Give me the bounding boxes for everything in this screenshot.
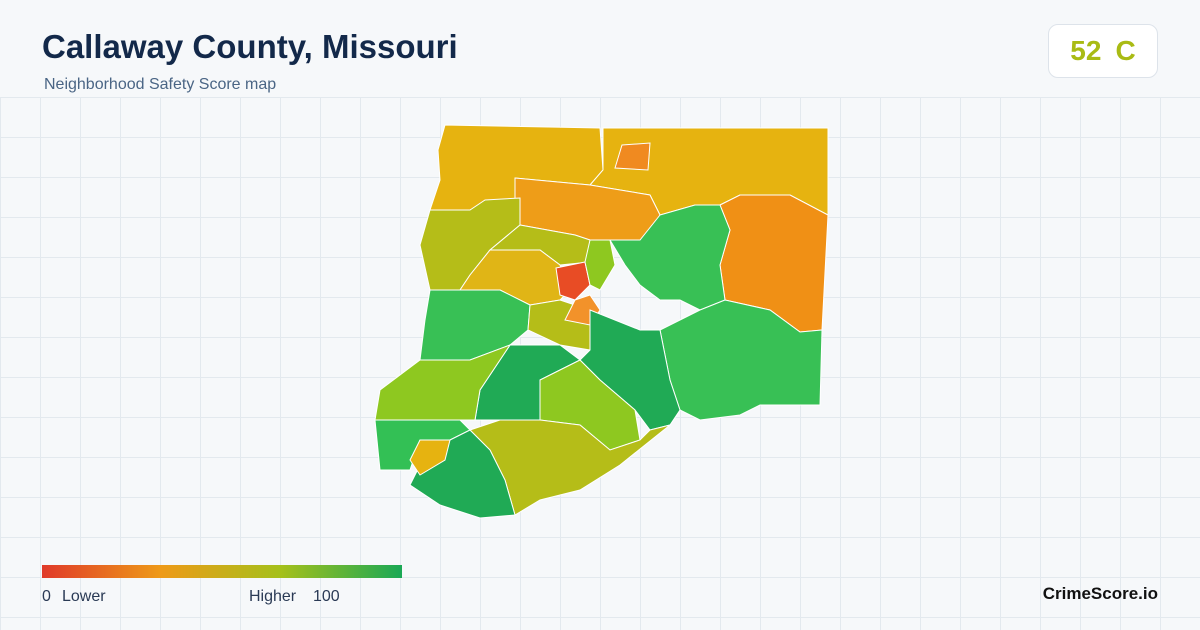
legend-min: 0	[42, 588, 51, 605]
brand: CrimeScore.io	[1042, 584, 1158, 603]
subtitle: Neighborhood Safety Score map	[44, 76, 277, 93]
score: 52	[1070, 35, 1102, 66]
region	[555, 261, 591, 301]
legend-min-label: Lower	[62, 588, 106, 605]
region	[584, 239, 616, 291]
region	[374, 343, 512, 421]
legend-gradient	[42, 565, 402, 578]
region	[609, 204, 731, 311]
legend-max-label: Higher	[249, 588, 297, 605]
score-badge: 52 C	[1048, 24, 1158, 78]
region	[409, 439, 451, 476]
legend-max: 100	[313, 588, 340, 605]
title: Callaway County, Missouri	[42, 28, 458, 65]
region	[614, 142, 651, 171]
grade: C	[1115, 35, 1136, 66]
